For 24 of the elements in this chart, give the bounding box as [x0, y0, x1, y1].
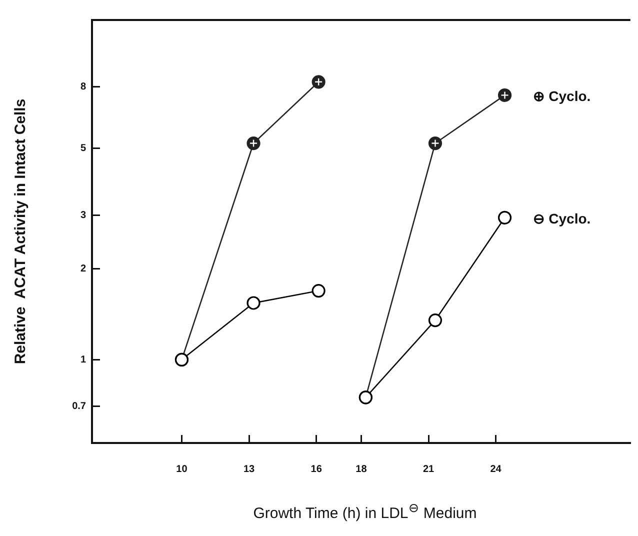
x-axis-title: Growth Time (h) in LDL$^{⊖}$ Medium	[252, 500, 478, 522]
x-tick-label: 10	[176, 464, 188, 475]
x-tick-label: 16	[310, 464, 322, 475]
y-tick-label: 8	[80, 81, 86, 92]
point	[428, 313, 442, 328]
y-tick-label: 2	[80, 263, 86, 274]
x-tick-label: 24	[490, 464, 502, 475]
point	[428, 136, 442, 150]
y-tick-label: 3	[80, 210, 86, 222]
point	[246, 136, 260, 150]
x-tick-label: 18	[356, 464, 368, 475]
point	[498, 88, 512, 102]
x-tick-label: 13	[243, 464, 256, 475]
y-tick-label: 0.7	[72, 401, 86, 412]
point	[312, 284, 326, 298]
point	[246, 296, 260, 310]
y-axis-title: Relative ACAT Activity in Intact Cells	[12, 98, 30, 364]
x-tick-label: 21	[422, 464, 434, 475]
point	[312, 75, 326, 89]
y-tick-label: 1	[80, 354, 86, 366]
y-tick-label: 5	[80, 143, 86, 154]
series-label: ⊕ Cyclo.	[532, 88, 591, 104]
series-label: ⊖ Cyclo.	[532, 210, 591, 227]
point	[498, 210, 512, 224]
